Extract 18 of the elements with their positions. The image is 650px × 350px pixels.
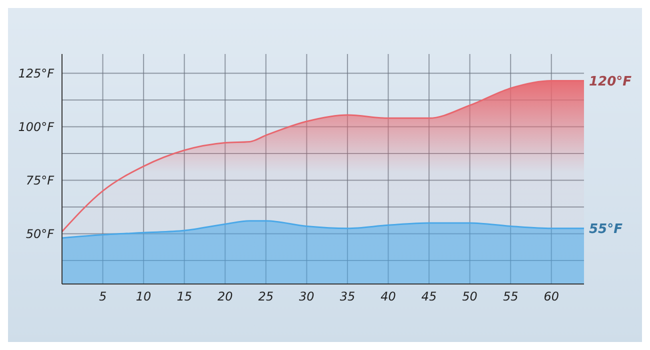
y-tick-label: 125°F bbox=[18, 66, 56, 81]
x-tick-label: 55 bbox=[502, 290, 518, 304]
x-tick-label: 15 bbox=[176, 290, 192, 304]
x-tick-label: 10 bbox=[136, 290, 152, 304]
y-tick-label: 100°F bbox=[18, 120, 56, 134]
y-tick-label: 75°F bbox=[26, 173, 56, 188]
x-tick-label: 30 bbox=[299, 290, 315, 304]
annotation: 120°F bbox=[589, 74, 632, 90]
x-tick-label: 5 bbox=[98, 290, 107, 304]
x-tick-label: 20 bbox=[217, 290, 234, 304]
y-tick-label: 50°F bbox=[26, 226, 56, 241]
annotation: 55°F bbox=[589, 222, 623, 237]
x-tick-label: 35 bbox=[340, 290, 356, 304]
x-tick-label: 50 bbox=[462, 290, 478, 304]
x-tick-label: 45 bbox=[421, 290, 437, 304]
x-tick-label: 60 bbox=[544, 290, 560, 304]
x-tick-label: 40 bbox=[380, 290, 396, 304]
x-tick-label: 25 bbox=[258, 290, 274, 304]
